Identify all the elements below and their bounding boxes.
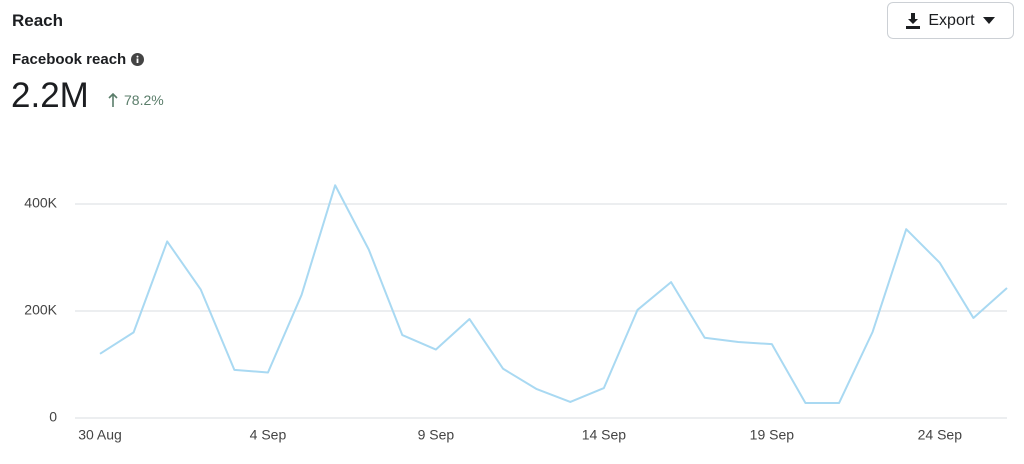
download-icon (906, 12, 921, 29)
x-tick-label: 14 Sep (582, 427, 627, 443)
section-title: Reach (12, 11, 64, 30)
x-tick-label: 4 Sep (250, 427, 287, 443)
y-tick-label: 0 (49, 409, 57, 425)
line-series (99, 184, 1008, 405)
info-icon[interactable] (131, 53, 145, 66)
x-tick-label: 19 Sep (750, 427, 795, 443)
x-tick-label: 9 Sep (418, 427, 455, 443)
metric-label: Facebook reach (12, 51, 127, 68)
caret-icon (982, 16, 995, 24)
y-tick-label: 200K (24, 302, 57, 318)
up-arrow-icon (108, 93, 118, 107)
metric-change-row: 78.2% (108, 92, 164, 108)
x-tick-label: 24 Sep (918, 427, 963, 443)
export-button[interactable]: Export (887, 2, 1014, 39)
y-tick-label: 400K (24, 195, 57, 211)
metric-change: 78.2% (124, 92, 164, 108)
metric-label-row: Facebook reach (12, 51, 145, 68)
x-tick-label: 30 Aug (78, 427, 122, 443)
button-label: Export (928, 11, 975, 29)
metric-value: 2.2M (11, 76, 89, 115)
